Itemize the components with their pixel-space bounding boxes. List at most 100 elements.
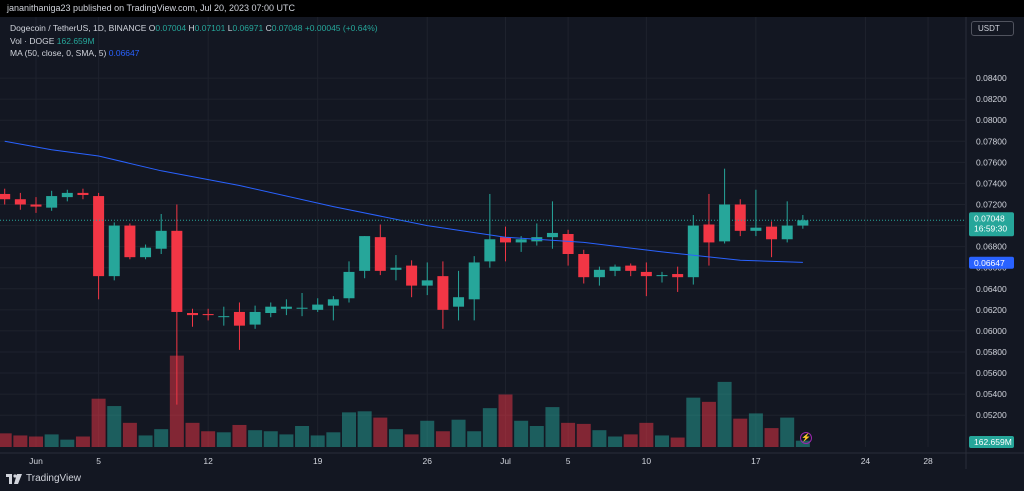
volume-bar bbox=[717, 381, 732, 447]
y-tick-label: 0.07800 bbox=[976, 136, 1007, 146]
volume-bar bbox=[232, 424, 247, 447]
candle-body bbox=[500, 237, 511, 243]
x-tick-label: Jun bbox=[29, 456, 43, 466]
high-value: 0.07101 bbox=[194, 23, 226, 33]
candle-body bbox=[124, 225, 136, 258]
candle-body bbox=[171, 230, 183, 312]
candle-body bbox=[327, 299, 339, 306]
volume-bar bbox=[388, 429, 403, 447]
volume-bar bbox=[138, 435, 153, 447]
close-value: 0.07048 bbox=[271, 23, 303, 33]
low-value: 0.06971 bbox=[232, 23, 264, 33]
volume-badge-bg bbox=[969, 436, 1014, 448]
y-tick-label: 0.08000 bbox=[976, 115, 1007, 125]
volume-bar bbox=[29, 436, 43, 447]
volume-bar bbox=[655, 435, 669, 447]
candle-body bbox=[93, 196, 105, 277]
candle-body bbox=[343, 271, 355, 299]
chart-legend: Dogecoin / TetherUS, 1D, BINANCE O0.0700… bbox=[10, 22, 378, 60]
y-tick-label: 0.07400 bbox=[976, 178, 1007, 188]
volume-bar bbox=[373, 417, 388, 447]
volume-bar bbox=[122, 422, 137, 447]
volume-badge-text: 162.659M bbox=[974, 437, 1012, 447]
candle-body bbox=[609, 266, 621, 271]
volume-bar bbox=[576, 423, 591, 447]
candle-body bbox=[453, 297, 465, 307]
candle-body bbox=[218, 316, 230, 318]
candle-body bbox=[578, 254, 590, 278]
volume-bar bbox=[514, 420, 529, 447]
y-tick-label: 0.06200 bbox=[976, 305, 1007, 315]
x-tick-label: 10 bbox=[642, 456, 652, 466]
candle-body bbox=[484, 239, 496, 262]
volume-bar bbox=[561, 422, 576, 447]
x-tick-label: 28 bbox=[923, 456, 933, 466]
volume-bar bbox=[216, 432, 231, 447]
candle-body bbox=[202, 314, 214, 316]
candle-body bbox=[61, 192, 73, 198]
volume-bar bbox=[701, 401, 716, 447]
ma-line bbox=[4, 140, 803, 263]
ma-badge-text: 0.06647 bbox=[974, 258, 1005, 268]
y-tick-label: 0.08200 bbox=[976, 94, 1007, 104]
flash-icon[interactable]: ⚡ bbox=[800, 432, 812, 444]
ma-badge-bg bbox=[969, 256, 1014, 269]
volume-bar bbox=[263, 431, 278, 447]
candle-body bbox=[734, 204, 746, 231]
candle-body bbox=[140, 247, 152, 258]
candle-body bbox=[719, 204, 731, 242]
close-label: C bbox=[265, 23, 272, 33]
x-tick-label: 17 bbox=[751, 456, 761, 466]
volume-bar bbox=[780, 417, 795, 447]
x-tick-label: 5 bbox=[96, 456, 101, 466]
candle-body bbox=[155, 230, 167, 249]
volume-bar bbox=[185, 422, 200, 447]
candle-body bbox=[249, 311, 261, 325]
price-badge-bg bbox=[969, 212, 1014, 237]
candle-body bbox=[781, 225, 793, 240]
tradingview-logo[interactable]: TradingView bbox=[6, 473, 81, 484]
y-tick-label: 0.05400 bbox=[976, 389, 1007, 399]
volume-bar bbox=[248, 430, 263, 447]
volume-bar bbox=[764, 428, 779, 447]
y-tick-label: 0.06800 bbox=[976, 242, 1007, 252]
volume-bar bbox=[91, 398, 106, 447]
candle-body bbox=[359, 236, 371, 271]
price-chart[interactable]: 0.08400 0.08200 0.08000 0.07800 0.07600 0.074… bbox=[0, 17, 1024, 469]
legend-row-volume: Vol · DOGE 162.659M bbox=[10, 35, 378, 48]
volume-bar bbox=[310, 435, 325, 447]
volume-bar bbox=[435, 431, 450, 447]
candle-body bbox=[687, 225, 699, 278]
y-tick-label: 0.05600 bbox=[976, 368, 1007, 378]
candle-body bbox=[703, 224, 715, 243]
candle-body bbox=[30, 204, 42, 207]
candle-body bbox=[468, 262, 480, 300]
volume-bar bbox=[498, 394, 513, 447]
candle-body bbox=[766, 226, 778, 240]
y-tick-label: 0.05800 bbox=[976, 347, 1007, 357]
legend-row-ma: MA (50, close, 0, SMA, 5) 0.06647 bbox=[10, 47, 378, 60]
volume-bar bbox=[608, 436, 623, 447]
x-tick-label: 26 bbox=[423, 456, 433, 466]
volume-label: Vol · DOGE bbox=[10, 35, 55, 46]
price-badge-text: 16:59:30 bbox=[974, 223, 1007, 233]
volume-bar bbox=[748, 413, 763, 447]
volume-bar bbox=[279, 434, 294, 447]
volume-bar bbox=[623, 434, 638, 447]
y-tick-label: 0.05200 bbox=[976, 410, 1007, 420]
x-tick-label: 5 bbox=[566, 456, 571, 466]
volume-bar bbox=[342, 412, 356, 447]
change-value: +0.00045 (+0.64%) bbox=[304, 23, 378, 33]
top-bar: jananithaniga23 published on TradingView… bbox=[0, 0, 1024, 17]
volume-bar bbox=[529, 426, 544, 447]
x-tick-label: 12 bbox=[203, 456, 213, 466]
volume-bar bbox=[154, 429, 169, 447]
volume-bar bbox=[326, 432, 341, 447]
price-badge-text: 0.07048 bbox=[974, 213, 1005, 223]
published-text: jananithaniga23 published on TradingView… bbox=[7, 3, 296, 13]
candle-body bbox=[312, 304, 324, 310]
candle-body bbox=[515, 239, 527, 243]
currency-button[interactable]: USDT bbox=[971, 21, 1014, 36]
ma-value: 0.06647 bbox=[108, 48, 140, 58]
footer bbox=[0, 469, 1024, 491]
